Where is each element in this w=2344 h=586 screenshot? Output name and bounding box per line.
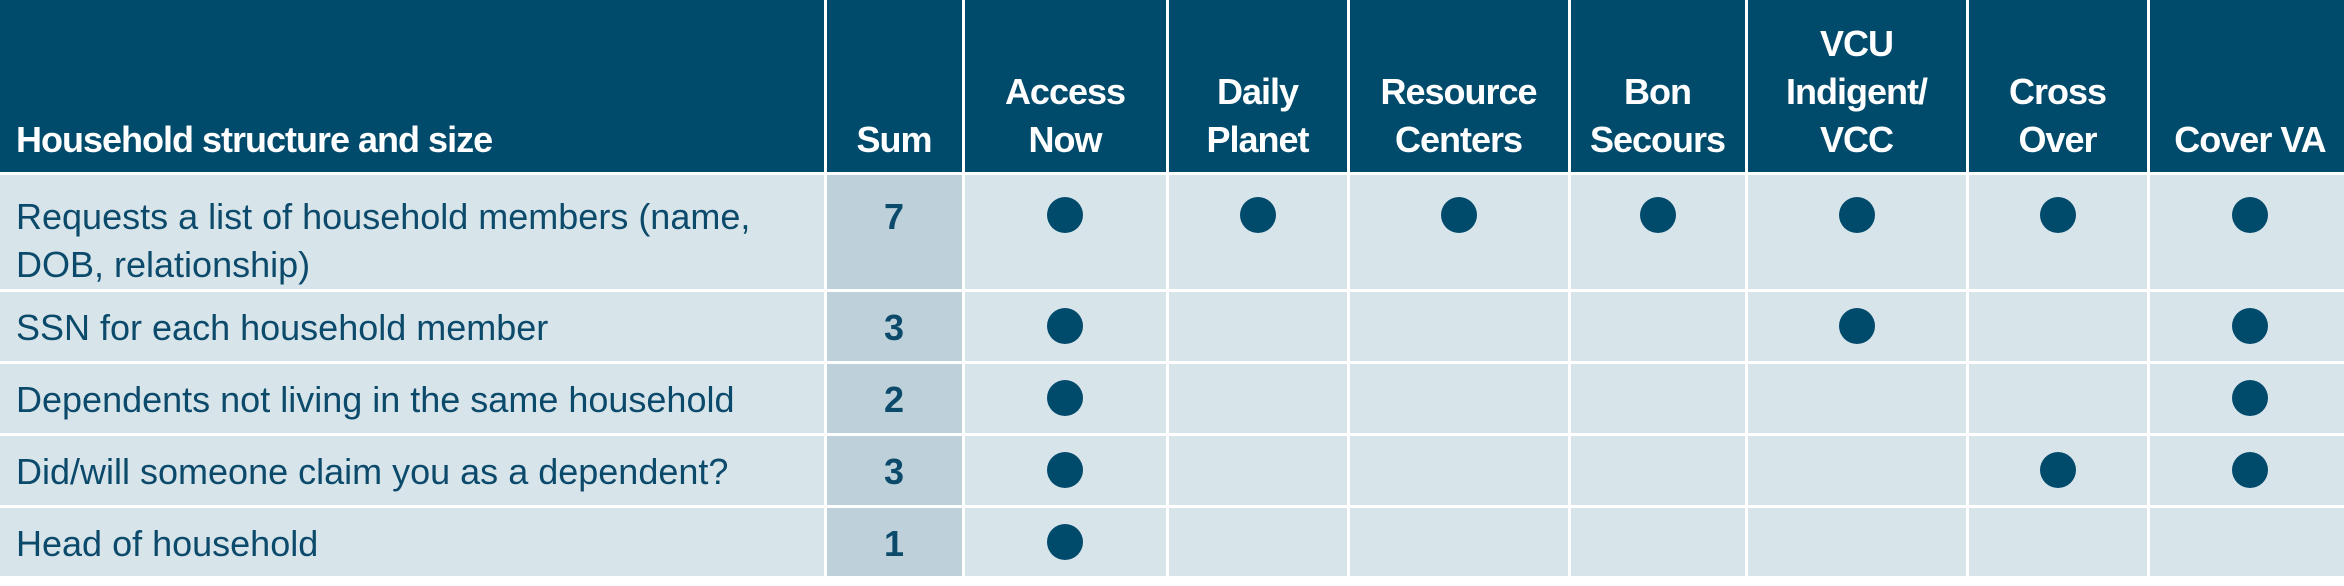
cell-cross-over xyxy=(1965,171,2150,292)
header-row: Household structure and size Sum Access … xyxy=(0,0,2344,173)
cell-resource-centers xyxy=(1346,288,1571,364)
cell-bon-secours xyxy=(1567,432,1748,508)
sum-column-header: Sum xyxy=(823,0,965,173)
filled-circle-icon xyxy=(2232,379,2268,416)
filled-circle-icon xyxy=(2232,307,2268,344)
org-header-access-now: Access Now xyxy=(961,0,1169,173)
cell-vcu-indigent-vcc xyxy=(1744,504,1969,579)
cell-bon-secours xyxy=(1567,171,1748,292)
table-row: Dependents not living in the same househ… xyxy=(0,360,2344,436)
row-sum: 3 xyxy=(823,288,965,364)
cell-daily-planet xyxy=(1165,171,1350,292)
row-label: Dependents not living in the same househ… xyxy=(0,360,827,436)
filled-circle-icon xyxy=(1047,307,1083,344)
filled-circle-icon xyxy=(1047,196,1083,233)
cell-resource-centers xyxy=(1346,171,1571,292)
cell-bon-secours xyxy=(1567,288,1748,364)
filled-circle-icon xyxy=(2232,451,2268,488)
row-sum: 7 xyxy=(823,171,965,292)
cell-daily-planet xyxy=(1165,432,1350,508)
cell-vcu-indigent-vcc xyxy=(1744,288,1969,364)
cell-cross-over xyxy=(1965,288,2150,364)
table-row: Did/will someone claim you as a dependen… xyxy=(0,432,2344,508)
cell-access-now xyxy=(961,432,1169,508)
table-row: Requests a list of household members (na… xyxy=(0,171,2344,292)
row-sum: 1 xyxy=(823,504,965,579)
filled-circle-icon xyxy=(1838,307,1875,344)
cell-resource-centers xyxy=(1346,432,1571,508)
filled-circle-icon xyxy=(1047,523,1083,560)
cell-cross-over xyxy=(1965,504,2150,579)
cell-bon-secours xyxy=(1567,360,1748,436)
row-label: Did/will someone claim you as a dependen… xyxy=(0,432,827,508)
filled-circle-icon xyxy=(1440,196,1477,233)
cell-resource-centers xyxy=(1346,504,1571,579)
row-label: Requests a list of household members (na… xyxy=(0,171,827,292)
filled-circle-icon xyxy=(2039,451,2076,488)
cell-cross-over xyxy=(1965,360,2150,436)
cell-cover-va xyxy=(2146,288,2344,364)
org-header-cross-over: Cross Over xyxy=(1965,0,2150,173)
cell-cover-va xyxy=(2146,432,2344,508)
cell-cover-va xyxy=(2146,171,2344,292)
row-sum: 2 xyxy=(823,360,965,436)
filled-circle-icon xyxy=(1639,196,1676,233)
cell-resource-centers xyxy=(1346,360,1571,436)
cell-cover-va xyxy=(2146,504,2344,579)
cell-cover-va xyxy=(2146,360,2344,436)
cell-vcu-indigent-vcc xyxy=(1744,432,1969,508)
cell-access-now xyxy=(961,504,1169,579)
label-column-header: Household structure and size xyxy=(0,0,827,173)
org-header-daily-planet: Daily Planet xyxy=(1165,0,1350,173)
filled-circle-icon xyxy=(2232,196,2268,233)
cell-vcu-indigent-vcc xyxy=(1744,171,1969,292)
filled-circle-icon xyxy=(1047,451,1083,488)
cell-daily-planet xyxy=(1165,360,1350,436)
cell-cross-over xyxy=(1965,432,2150,508)
org-header-resource-centers: Resource Centers xyxy=(1346,0,1571,173)
cell-access-now xyxy=(961,288,1169,364)
table-row: Head of household 1 xyxy=(0,504,2344,579)
cell-daily-planet xyxy=(1165,288,1350,364)
row-sum: 3 xyxy=(823,432,965,508)
filled-circle-icon xyxy=(1838,196,1875,233)
row-label: SSN for each household member xyxy=(0,288,827,364)
filled-circle-icon xyxy=(2039,196,2076,233)
cell-vcu-indigent-vcc xyxy=(1744,360,1969,436)
org-header-vcu-indigent-vcc: VCU Indigent/ VCC xyxy=(1744,0,1969,173)
row-label: Head of household xyxy=(0,504,827,579)
filled-circle-icon xyxy=(1047,379,1083,416)
cell-bon-secours xyxy=(1567,504,1748,579)
table-row: SSN for each household member 3 xyxy=(0,288,2344,364)
org-header-cover-va: Cover VA xyxy=(2146,0,2344,173)
cell-daily-planet xyxy=(1165,504,1350,579)
filled-circle-icon xyxy=(1239,196,1276,233)
org-header-bon-secours: Bon Secours xyxy=(1567,0,1748,173)
cell-access-now xyxy=(961,171,1169,292)
cell-access-now xyxy=(961,360,1169,436)
table-body: Requests a list of household members (na… xyxy=(0,171,2344,579)
